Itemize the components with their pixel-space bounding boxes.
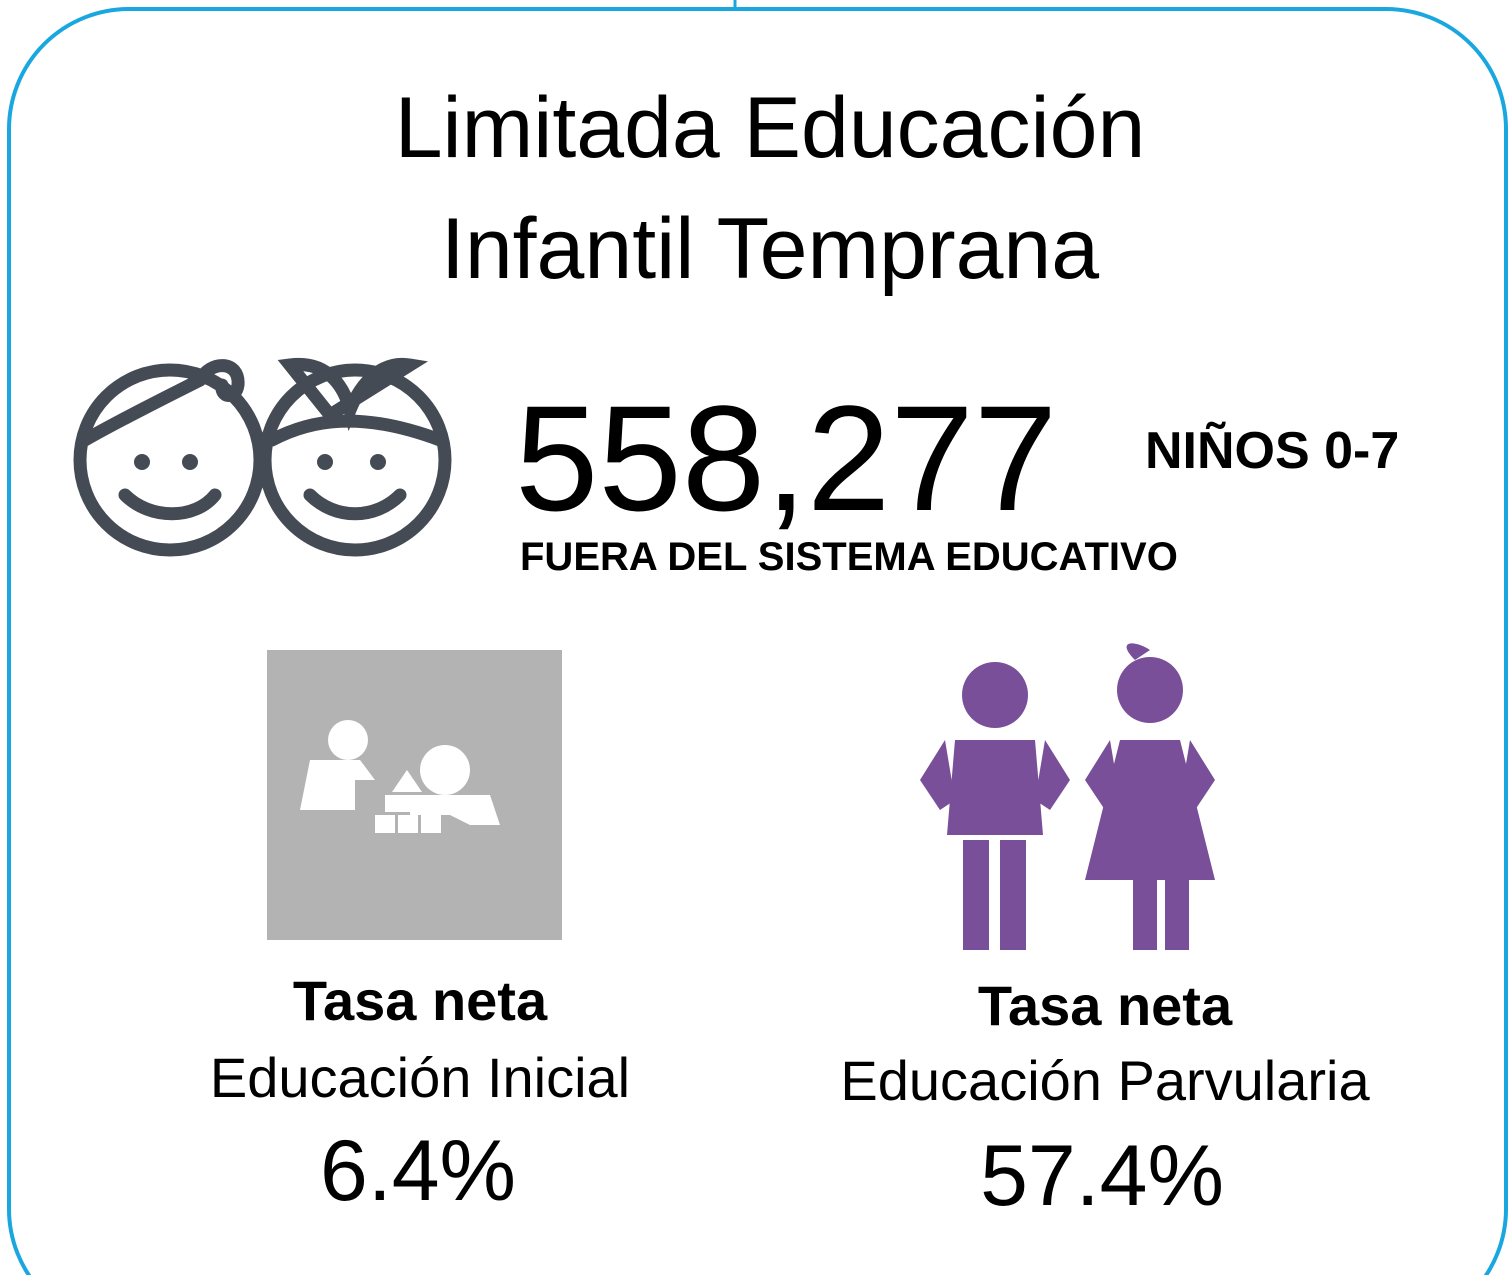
play-icon bbox=[300, 720, 500, 833]
card-border bbox=[7, 7, 1508, 1275]
headline-number: 558,277 bbox=[515, 374, 1057, 542]
children-icon bbox=[73, 357, 452, 557]
title-line: Infantil Temprana bbox=[441, 201, 1099, 297]
stat-value: 57.4% bbox=[980, 1128, 1224, 1224]
headline-caption: FUERA DEL SISTEMA EDUCATIVO bbox=[520, 535, 1178, 579]
students-icon bbox=[920, 643, 1215, 950]
stat-label: Educación Inicial bbox=[210, 1046, 630, 1109]
stat-label: Tasa neta bbox=[293, 969, 548, 1032]
stat-label: Tasa neta bbox=[978, 974, 1233, 1037]
stat-label: Educación Parvularia bbox=[840, 1049, 1370, 1112]
face-details bbox=[134, 454, 386, 470]
headline-unit: NIÑOS 0-7 bbox=[1145, 421, 1399, 480]
stat-value: 6.4% bbox=[320, 1123, 516, 1219]
title-line: Limitada Educación bbox=[395, 80, 1146, 176]
